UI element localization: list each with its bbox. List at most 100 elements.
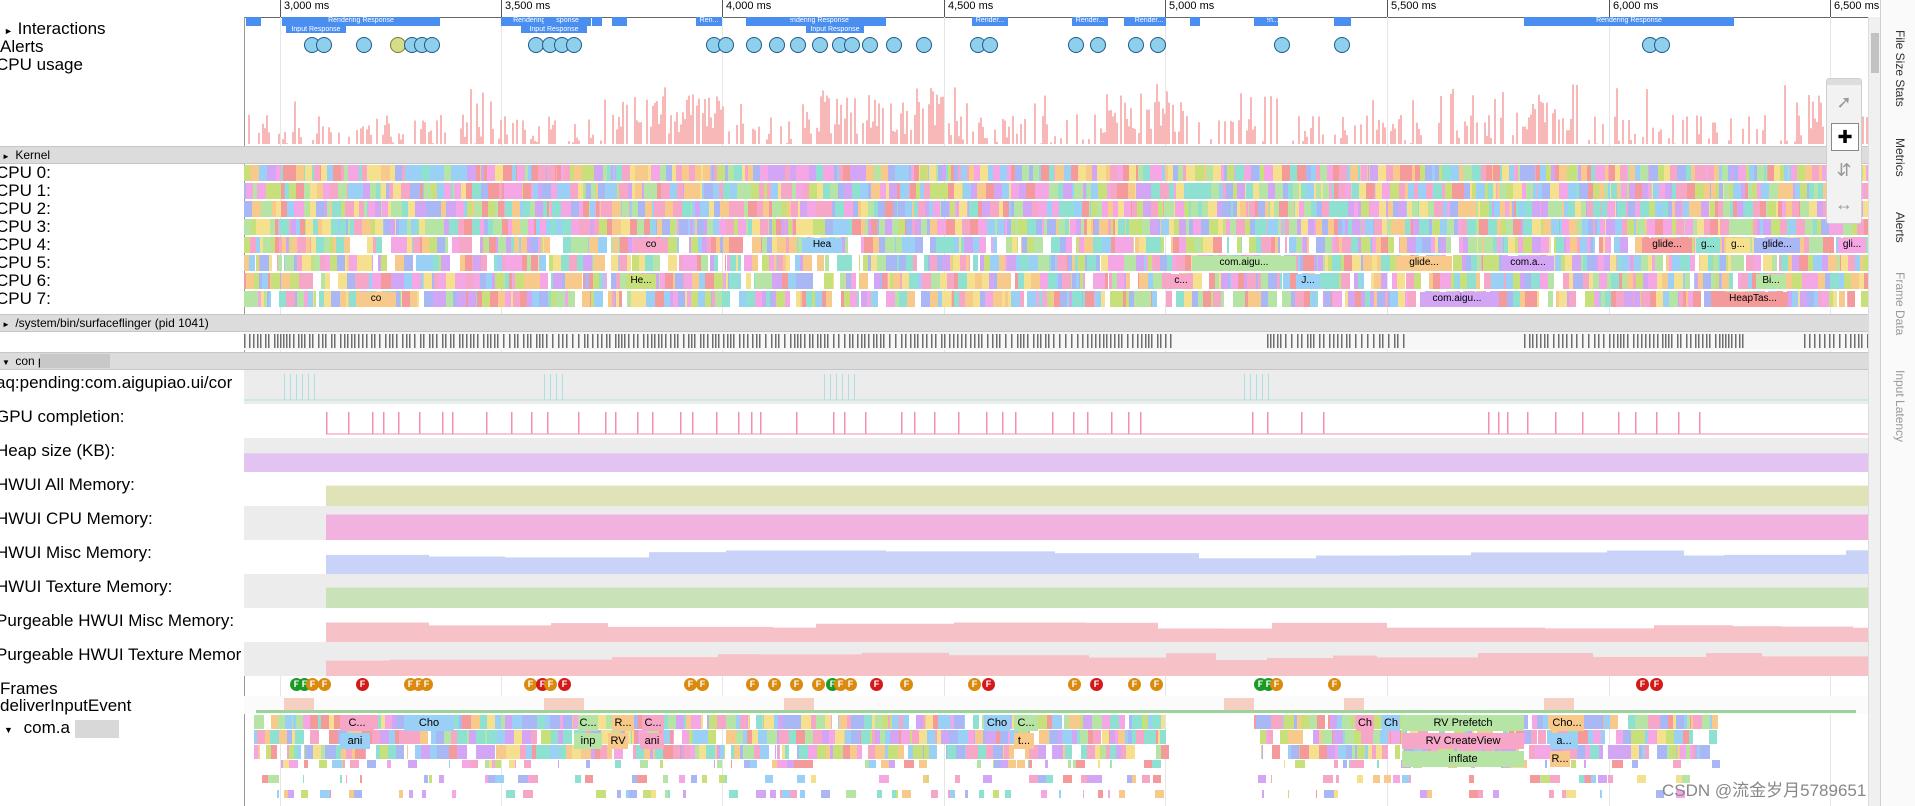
cpu-slice-label[interactable]: glide... [1642, 238, 1692, 253]
interactions-track-label[interactable]: ► Interactions [4, 19, 106, 38]
interaction-event-small[interactable] [1190, 17, 1200, 26]
frame-marker[interactable]: F [790, 678, 803, 691]
alert-marker[interactable] [1150, 37, 1166, 53]
zoom-arrows-icon[interactable]: ⇵ [1836, 160, 1852, 180]
collapse-triangle-icon[interactable]: ▼ [2, 358, 10, 367]
interaction-event-small[interactable] [592, 17, 602, 26]
thread-slice-label[interactable]: C... [642, 715, 664, 731]
interaction-event-small[interactable] [1254, 17, 1267, 26]
thread-slice-label[interactable]: RV Prefetch [1402, 715, 1524, 731]
interaction-event[interactable]: Ren... [1260, 17, 1278, 26]
frame-marker[interactable]: F [696, 678, 709, 691]
vertical-scrollbar[interactable] [1868, 17, 1881, 806]
frame-marker[interactable]: F [1128, 678, 1141, 691]
side-tab-frame-data[interactable]: Frame Data [1893, 272, 1907, 336]
alert-marker[interactable] [1128, 37, 1144, 53]
frame-marker[interactable]: F [870, 678, 883, 691]
thread-slice-label[interactable]: a... [1550, 733, 1578, 749]
expand-triangle-icon[interactable]: ► [2, 152, 10, 161]
interaction-event[interactable]: Rendering Response [1524, 17, 1734, 26]
frame-marker[interactable]: F [1328, 678, 1341, 691]
cpu-slice-label[interactable]: com.aigu... [1192, 256, 1296, 271]
cpu-slice-label[interactable]: glide... [1754, 238, 1800, 253]
frame-marker[interactable]: F [1650, 678, 1663, 691]
thread-slice-label[interactable]: inflate [1402, 751, 1524, 767]
alert-marker[interactable] [982, 37, 998, 53]
frame-marker[interactable]: F [844, 678, 857, 691]
side-tab-file-size-stats[interactable]: File Size Stats [1893, 30, 1907, 107]
alert-marker[interactable] [844, 37, 860, 53]
kernel-group-header[interactable]: ► Kernel X [0, 146, 1880, 164]
alert-marker[interactable] [424, 37, 440, 53]
interaction-event[interactable]: Input Response [521, 26, 587, 33]
cpu-slice-label[interactable]: c... [1170, 274, 1192, 289]
frame-marker[interactable]: F [420, 678, 433, 691]
cpu-slice-label[interactable]: J... [1296, 274, 1320, 289]
alert-marker[interactable] [1334, 37, 1350, 53]
pan-move-icon[interactable]: ✚ [1831, 123, 1859, 151]
frame-marker[interactable]: F [1150, 678, 1163, 691]
cpu-slice-label[interactable]: Bi... [1756, 274, 1786, 289]
interaction-event[interactable]: Rendering Response [746, 17, 886, 26]
timing-range-icon[interactable]: ↔ [1835, 194, 1853, 214]
alert-marker[interactable] [356, 37, 372, 53]
interaction-event[interactable]: Render... [1072, 17, 1108, 26]
cpu-slice-label[interactable]: g... [1726, 238, 1750, 253]
frame-marker[interactable]: F [318, 678, 331, 691]
interaction-event[interactable]: Render... [972, 17, 1008, 26]
expand-triangle-icon[interactable]: ► [4, 26, 13, 36]
cpu-slice-label[interactable]: com.aigu... [1420, 292, 1494, 307]
alert-marker[interactable] [1090, 37, 1106, 53]
cpu-slice-label[interactable]: gli... [1838, 238, 1866, 253]
cpu-slice-label[interactable]: Hea [802, 238, 842, 253]
thread-slice-label[interactable]: C... [340, 715, 374, 731]
frame-marker[interactable]: F [900, 678, 913, 691]
cpu-slice-label[interactable]: He... [626, 274, 656, 289]
thread-slice-label[interactable]: Cho... [1550, 715, 1584, 731]
frame-marker[interactable]: F [982, 678, 995, 691]
alert-marker[interactable] [316, 37, 332, 53]
interaction-event[interactable]: Input Response [806, 26, 864, 33]
surfaceflinger-group-header[interactable]: ► /system/bin/surfaceflinger (pid 1041) … [0, 314, 1880, 332]
alert-marker[interactable] [746, 37, 762, 53]
thread-slice-label[interactable]: RV CreateView [1402, 733, 1524, 749]
app-process-group-header[interactable]: ▼ con pid 27721) X [0, 352, 1880, 370]
thread-slice-label[interactable]: ani [340, 733, 370, 749]
cpu-slice-label[interactable]: co [356, 292, 396, 307]
alert-marker[interactable] [1068, 37, 1084, 53]
frame-marker[interactable]: F [812, 678, 825, 691]
thread-slice-label[interactable]: R... [1550, 751, 1570, 767]
thread-slice-label[interactable]: Ch [1382, 715, 1400, 731]
interaction-event[interactable]: Input Response [286, 26, 346, 33]
thread-slice-label[interactable]: Ch [1356, 715, 1374, 731]
thread-slice-label[interactable]: Cho [984, 715, 1010, 731]
frame-marker[interactable]: F [1636, 678, 1649, 691]
interaction-event-small[interactable] [544, 17, 556, 26]
time-ruler[interactable]: 3,000 ms 3,500 ms 4,000 ms 4,500 ms 5,000 ms… [244, 0, 1880, 18]
thread-slice-label[interactable]: C... [578, 715, 598, 731]
interaction-event-small[interactable] [1124, 17, 1134, 26]
cpu-slice-label[interactable]: com.a... [1502, 256, 1554, 271]
interaction-event-small[interactable] [612, 17, 627, 26]
thread-slice-label[interactable]: inp [574, 733, 602, 749]
toolbox-drag-handle[interactable] [1827, 79, 1861, 85]
interaction-event[interactable]: Ren... [696, 17, 722, 26]
frame-marker[interactable]: F [356, 678, 369, 691]
alert-marker[interactable] [769, 37, 785, 53]
frame-marker[interactable]: F [524, 678, 537, 691]
thread-slice-label[interactable]: ani [640, 733, 664, 749]
alert-marker[interactable] [862, 37, 878, 53]
interaction-event-small[interactable] [776, 17, 790, 26]
frame-marker[interactable]: F [968, 678, 981, 691]
frame-marker[interactable]: F [558, 678, 571, 691]
expand-triangle-icon[interactable]: ► [2, 320, 10, 329]
cpu-slice-label[interactable]: HeapTas... [1718, 292, 1788, 307]
frame-marker[interactable]: F [768, 678, 781, 691]
alert-marker[interactable] [812, 37, 828, 53]
cpu-slice-label[interactable]: g... [1696, 238, 1720, 253]
thread-slice-label[interactable]: t... [1014, 733, 1034, 749]
cpu-slice-label[interactable]: co [634, 238, 668, 253]
side-tab-alerts[interactable]: Alerts [1893, 212, 1907, 243]
alert-marker[interactable] [916, 37, 932, 53]
interaction-event[interactable]: Render... [1132, 17, 1166, 26]
